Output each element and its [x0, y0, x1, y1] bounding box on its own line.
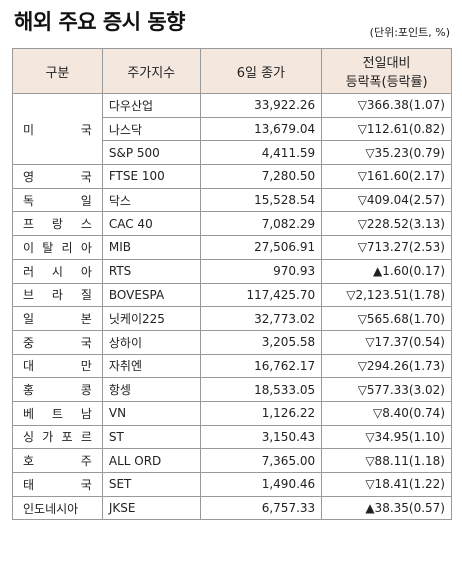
change-value: ▽565.68(1.70)	[321, 306, 452, 331]
change-value: ▽35.23(0.79)	[321, 140, 452, 166]
index-name: FTSE 100	[101, 164, 201, 189]
country: 중 국	[12, 329, 103, 355]
country: 호 주	[12, 448, 103, 473]
data-row: 중 국 상하이 3,205.58 ▽17.37(0.54)	[12, 329, 452, 355]
change-value: ▽713.27(2.53)	[321, 235, 452, 260]
change-value: ▽18.41(1.22)	[321, 472, 452, 497]
change-value: ▽88.11(1.18)	[321, 448, 452, 473]
close-value: 7,365.00	[199, 448, 323, 473]
close-value: 4,411.59	[199, 140, 323, 166]
change-value: ▽577.33(3.02)	[321, 377, 452, 402]
close-value: 3,205.58	[199, 329, 323, 355]
country: 러 시 아	[12, 258, 103, 284]
header-cell: 주가지수	[101, 48, 201, 94]
header-cell: 6일 종가	[199, 48, 323, 94]
country: 영 국	[12, 164, 103, 189]
change-value: ▲38.35(0.57)	[321, 495, 452, 521]
index-name: 다우산업	[101, 93, 201, 118]
close-value: 33,922.26	[199, 93, 323, 118]
data-row: 호 주 ALL ORD 7,365.00 ▽88.11(1.18)	[12, 448, 452, 473]
index-name: 자취엔	[101, 353, 201, 379]
close-value: 15,528.54	[199, 187, 323, 213]
data-row: 홍 콩 항셍 18,533.05 ▽577.33(3.02)	[12, 377, 452, 402]
data-row: 베 트 남 VN 1,126.22 ▽8.40(0.74)	[12, 400, 452, 426]
data-row: 싱 가 포 르 ST 3,150.43 ▽34.95(1.10)	[12, 424, 452, 450]
header-cell: 구분	[12, 48, 103, 94]
close-value: 7,280.50	[199, 164, 323, 189]
change-value: ▽17.37(0.54)	[321, 329, 452, 355]
change-value: ▽366.38(1.07)	[321, 93, 452, 118]
data-row: 프 랑 스 CAC 40 7,082.29 ▽228.52(3.13)	[12, 211, 452, 237]
header-row: 구분 주가지수 6일 종가 전일대비 등락폭(등락률)	[12, 48, 452, 94]
data-row: 영 국 FTSE 100 7,280.50 ▽161.60(2.17)	[12, 164, 452, 189]
header-line: 등락폭(등락률)	[345, 75, 428, 90]
close-value: 27,506.91	[199, 235, 323, 260]
index-name: JKSE	[101, 495, 201, 521]
change-value: ▽161.60(2.17)	[321, 164, 452, 189]
title: 해외 주요 증시 동향	[14, 10, 186, 34]
close-value: 32,773.02	[199, 306, 323, 331]
country: 미 국	[12, 92, 103, 166]
country: 브 라 질	[12, 282, 103, 308]
change-value: ▽294.26(1.73)	[321, 353, 452, 379]
index-name: MIB	[101, 235, 201, 260]
change-value: ▲1.60(0.17)	[321, 258, 452, 284]
data-row: 이 탈 리 아 MIB 27,506.91 ▽713.27(2.53)	[12, 235, 452, 260]
index-name: VN	[101, 400, 201, 426]
index-name: 항셍	[101, 377, 201, 402]
change-value: ▽409.04(2.57)	[321, 187, 452, 213]
data-row: 인도네시아 JKSE 6,757.33 ▲38.35(0.57)	[12, 495, 452, 521]
data-row: 대 만 자취엔 16,762.17 ▽294.26(1.73)	[12, 353, 452, 379]
country: 프 랑 스	[12, 211, 103, 237]
country: 독 일	[12, 187, 103, 213]
change-value: ▽8.40(0.74)	[321, 400, 452, 426]
change-value: ▽2,123.51(1.78)	[321, 282, 452, 308]
change-value: ▽228.52(3.13)	[321, 211, 452, 237]
unit: (단위:포인트, %)	[369, 26, 450, 39]
data-row: 태 국 SET 1,490.46 ▽18.41(1.22)	[12, 472, 452, 497]
country: 싱 가 포 르	[12, 424, 103, 450]
close-value: 6,757.33	[199, 495, 323, 521]
data-row: 독 일 닥스 15,528.54 ▽409.04(2.57)	[12, 187, 452, 213]
country: 대 만	[12, 353, 103, 379]
data-row: S&P 500 4,411.59 ▽35.23(0.79)	[13, 140, 452, 166]
index-name: 닛케이225	[101, 306, 201, 331]
index-name: BOVESPA	[101, 282, 201, 308]
country: 베 트 남	[12, 400, 103, 426]
data-row: 나스닥 13,679.04 ▽112.61(0.82)	[13, 116, 452, 142]
index-name: 닥스	[101, 187, 201, 213]
country: 일 본	[12, 306, 103, 331]
data-row: 일 본 닛케이225 32,773.02 ▽565.68(1.70)	[12, 306, 452, 331]
close-value: 117,425.70	[199, 282, 323, 308]
table: 구분 주가지수 6일 종가 전일대비 등락폭(등락률) 미 국 다우산업 33,922.26 ▽…	[12, 48, 452, 521]
close-value: 970.93	[199, 258, 323, 284]
country: 홍 콩	[12, 377, 103, 402]
index-name: 상하이	[101, 329, 201, 355]
change-value: ▽34.95(1.10)	[321, 424, 452, 450]
close-value: 18,533.05	[199, 377, 323, 402]
index-name: S&P 500	[101, 140, 201, 166]
header-line: 전일대비	[362, 56, 411, 71]
close-value: 16,762.17	[199, 353, 323, 379]
country: 인도네시아	[12, 495, 103, 521]
data-row: 러 시 아 RTS 970.93 ▲1.60(0.17)	[12, 258, 452, 284]
data-row: 미 국 다우산업 33,922.26 ▽366.38(1.07)	[12, 92, 452, 166]
index-name: 나스닥	[101, 116, 201, 142]
close-value: 13,679.04	[199, 116, 323, 142]
index-name: SET	[101, 472, 201, 497]
close-value: 1,490.46	[199, 472, 323, 497]
country: 태 국	[12, 472, 103, 497]
index-name: CAC 40	[101, 211, 201, 237]
close-value: 3,150.43	[199, 424, 323, 450]
data-row: 브 라 질 BOVESPA 117,425.70 ▽2,123.51(1.78)	[12, 282, 452, 308]
close-value: 1,126.22	[199, 400, 323, 426]
change-value: ▽112.61(0.82)	[321, 116, 452, 142]
index-name: RTS	[101, 258, 201, 284]
index-name: ST	[101, 424, 201, 450]
close-value: 7,082.29	[199, 211, 323, 237]
index-name: ALL ORD	[101, 448, 201, 473]
country: 이 탈 리 아	[12, 235, 103, 260]
